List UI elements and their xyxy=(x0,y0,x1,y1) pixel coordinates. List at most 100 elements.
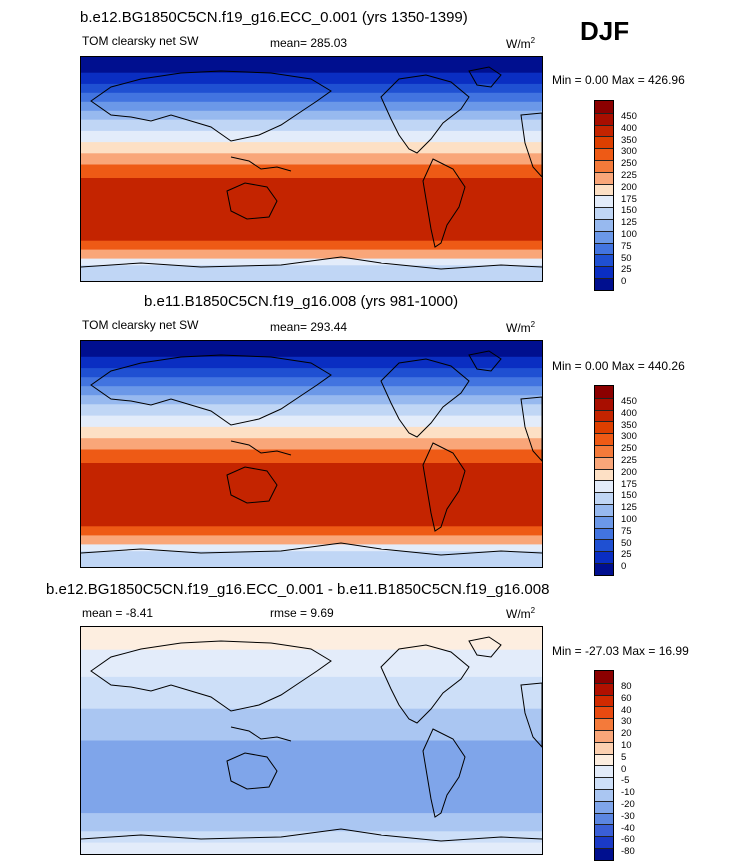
south-america-outline xyxy=(422,728,466,818)
field-band xyxy=(81,438,542,450)
colorbar-swatch xyxy=(595,409,613,422)
colorbar-swatch xyxy=(595,729,613,742)
greenland-outline xyxy=(468,66,502,88)
antarctica-outline xyxy=(81,542,542,556)
eurasia-outline xyxy=(90,354,332,426)
colorbar-swatch xyxy=(595,551,613,563)
australia-outline xyxy=(226,752,278,790)
panel-1-minmax: Min = 0.00 Max = 426.96 xyxy=(552,73,685,87)
colorbar-swatch xyxy=(595,812,613,825)
panel-1-units: W/m2 xyxy=(506,36,536,51)
field-band xyxy=(81,676,542,710)
panel-2-map xyxy=(80,340,543,568)
australia-outline xyxy=(226,466,278,504)
field-band xyxy=(81,142,542,154)
antarctica-outline xyxy=(81,828,542,842)
colorbar-label: 50 xyxy=(621,252,632,264)
colorbar-swatch xyxy=(595,171,613,184)
colorbar-swatch xyxy=(595,527,613,540)
colorbar-label: -60 xyxy=(621,834,635,846)
north-america-outline xyxy=(380,358,470,438)
panel-2-units: W/m2 xyxy=(506,320,536,335)
panel-3-map xyxy=(80,626,543,855)
panel-3-bands xyxy=(81,627,542,854)
colorbar-label: 5 xyxy=(621,751,627,763)
colorbar-label: -20 xyxy=(621,799,635,810)
panel-3-mean: mean = -8.41 xyxy=(82,606,154,620)
colorbar-swatch xyxy=(595,753,613,766)
field-band xyxy=(81,341,542,358)
africa-outline xyxy=(520,396,542,462)
eurasia-outline xyxy=(90,70,332,142)
field-band xyxy=(81,535,542,545)
colorbar-swatch xyxy=(595,836,613,848)
colorbar-label: 60 xyxy=(621,692,632,704)
panel-3-colorbar xyxy=(594,670,614,861)
colorbar-swatch xyxy=(595,195,613,208)
colorbar-label: 30 xyxy=(621,716,632,728)
colorbar-swatch xyxy=(595,456,613,469)
indonesia-outline xyxy=(230,156,292,172)
colorbar-swatch xyxy=(595,800,613,813)
colorbar-swatch xyxy=(595,694,613,707)
colorbar-label: 200 xyxy=(621,466,637,478)
colorbar-label: 0 xyxy=(621,276,627,288)
field-band xyxy=(81,92,542,103)
colorbar-label: 100 xyxy=(621,229,637,240)
field-band xyxy=(81,119,542,132)
colorbar-label: -80 xyxy=(621,846,635,858)
field-band xyxy=(81,178,542,242)
antarctica-outline xyxy=(81,256,542,270)
north-america-outline xyxy=(380,74,470,154)
panel-1-bands xyxy=(81,57,542,281)
colorbar-swatch xyxy=(595,218,613,231)
panel-1-variable: TOM clearsky net SW xyxy=(82,34,199,48)
colorbar-swatch xyxy=(595,468,613,481)
colorbar-label: 50 xyxy=(621,537,632,549)
colorbar-label: 175 xyxy=(621,478,637,490)
south-america-outline xyxy=(422,442,466,532)
panel-1-map-svg xyxy=(81,57,542,281)
colorbar-label: 0 xyxy=(621,763,627,775)
colorbar-swatch xyxy=(595,148,613,160)
colorbar-swatch xyxy=(595,136,613,149)
field-band xyxy=(81,72,542,85)
panel-2-map-svg xyxy=(81,341,542,567)
north-america-outline xyxy=(380,644,470,724)
field-band xyxy=(81,110,542,121)
field-band xyxy=(81,258,542,266)
panel-1-map xyxy=(80,56,543,282)
field-band xyxy=(81,240,542,251)
panel-3-rmse: rmse = 9.69 xyxy=(270,606,334,620)
colorbar-label: 350 xyxy=(621,419,637,431)
colorbar-label: 75 xyxy=(621,525,632,537)
field-band xyxy=(81,153,542,165)
colorbar-swatch xyxy=(595,480,613,493)
field-band xyxy=(81,463,542,527)
field-band xyxy=(81,249,542,260)
colorbar-swatch xyxy=(595,230,613,243)
colorbar-swatch xyxy=(595,207,613,219)
panel-2-variable: TOM clearsky net SW xyxy=(82,318,199,332)
colorbar-label: 225 xyxy=(621,455,637,466)
colorbar-label: 400 xyxy=(621,122,637,134)
colorbar-label: 20 xyxy=(621,728,632,740)
colorbar-label: 150 xyxy=(621,205,637,217)
colorbar-label: 400 xyxy=(621,407,637,419)
panel-2-mean: mean= 293.44 xyxy=(270,320,348,334)
colorbar-swatch xyxy=(595,503,613,516)
africa-outline xyxy=(520,112,542,178)
colorbar-swatch xyxy=(595,682,613,695)
colorbar-swatch xyxy=(595,562,613,575)
colorbar-label: 0 xyxy=(621,561,627,573)
colorbar-swatch xyxy=(595,421,613,434)
panel-3-map-svg xyxy=(81,627,542,854)
south-america-outline xyxy=(422,158,466,248)
field-band xyxy=(81,395,542,405)
colorbar-swatch xyxy=(595,788,613,801)
colorbar-label: 80 xyxy=(621,681,632,692)
greenland-outline xyxy=(468,636,502,658)
field-band xyxy=(81,415,542,428)
field-band xyxy=(81,404,542,417)
colorbar-swatch xyxy=(595,765,613,778)
